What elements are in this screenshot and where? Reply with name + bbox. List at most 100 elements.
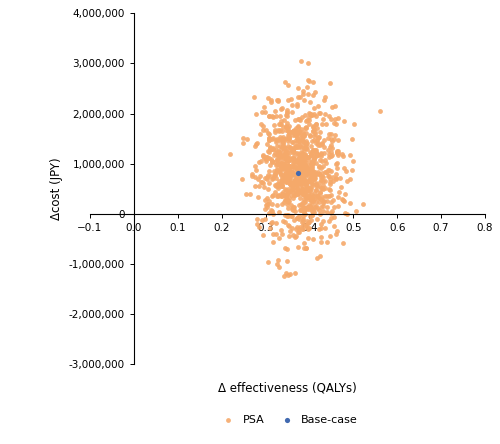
PSA (265, 209, 273, 216)
PSA (280, 135, 287, 143)
PSA (313, 183, 321, 190)
PSA (334, 115, 342, 122)
PSA (288, 212, 296, 219)
PSA (301, 155, 309, 162)
PSA (284, 151, 292, 159)
PSA (284, 142, 292, 149)
PSA (266, 145, 274, 152)
PSA (238, 139, 246, 147)
PSA (346, 199, 354, 206)
PSA (276, 182, 284, 189)
PSA (275, 150, 283, 157)
PSA (302, 179, 310, 186)
PSA (264, 136, 272, 143)
PSA (306, 169, 314, 176)
PSA (300, 138, 308, 145)
PSA (302, 161, 310, 168)
PSA (303, 117, 311, 124)
PSA (286, 202, 294, 209)
PSA (314, 134, 322, 141)
PSA (304, 220, 312, 227)
PSA (274, 181, 282, 188)
PSA (278, 200, 286, 207)
PSA (301, 186, 309, 193)
PSA (340, 118, 348, 125)
PSA (284, 168, 292, 175)
PSA (298, 189, 306, 196)
PSA (302, 171, 310, 178)
PSA (298, 165, 306, 172)
PSA (298, 132, 306, 139)
PSA (299, 176, 307, 183)
PSA (332, 175, 340, 182)
PSA (291, 176, 299, 183)
PSA (318, 178, 326, 185)
PSA (264, 172, 272, 179)
PSA (292, 214, 300, 222)
PSA (318, 170, 326, 177)
PSA (323, 208, 331, 215)
PSA (284, 163, 292, 170)
PSA (301, 156, 309, 163)
PSA (312, 150, 320, 157)
PSA (312, 150, 320, 157)
PSA (314, 109, 322, 116)
PSA (298, 151, 306, 158)
PSA (288, 128, 296, 135)
PSA (304, 194, 312, 201)
PSA (286, 232, 294, 239)
PSA (294, 180, 302, 187)
PSA (290, 159, 298, 166)
PSA (290, 176, 298, 183)
PSA (295, 128, 303, 135)
PSA (308, 163, 316, 170)
PSA (317, 204, 325, 211)
PSA (254, 216, 262, 223)
PSA (304, 153, 312, 160)
PSA (313, 125, 321, 132)
PSA (284, 222, 292, 229)
PSA (278, 176, 286, 183)
PSA (269, 174, 277, 182)
PSA (314, 133, 322, 140)
PSA (284, 119, 292, 127)
PSA (316, 234, 324, 241)
PSA (292, 190, 300, 197)
PSA (334, 149, 342, 156)
PSA (284, 154, 292, 161)
PSA (332, 170, 340, 177)
PSA (292, 143, 300, 150)
PSA (294, 155, 302, 162)
PSA (316, 109, 324, 116)
PSA (284, 185, 292, 192)
PSA (278, 174, 285, 181)
PSA (343, 177, 351, 184)
PSA (294, 143, 302, 151)
PSA (286, 188, 294, 195)
PSA (271, 172, 279, 179)
PSA (306, 149, 314, 156)
PSA (307, 178, 315, 185)
PSA (294, 93, 302, 100)
PSA (284, 205, 292, 212)
PSA (300, 204, 308, 211)
PSA (283, 190, 291, 198)
PSA (282, 258, 290, 265)
PSA (310, 125, 318, 132)
PSA (282, 245, 290, 252)
PSA (294, 189, 302, 196)
PSA (282, 162, 290, 169)
PSA (266, 172, 274, 179)
PSA (280, 186, 288, 193)
PSA (278, 137, 286, 144)
PSA (310, 175, 318, 182)
PSA (299, 129, 307, 136)
PSA (278, 159, 286, 166)
PSA (283, 212, 291, 219)
PSA (284, 131, 292, 139)
PSA (309, 170, 317, 177)
PSA (282, 110, 290, 117)
PSA (300, 111, 308, 119)
PSA (310, 190, 318, 197)
PSA (320, 178, 328, 185)
